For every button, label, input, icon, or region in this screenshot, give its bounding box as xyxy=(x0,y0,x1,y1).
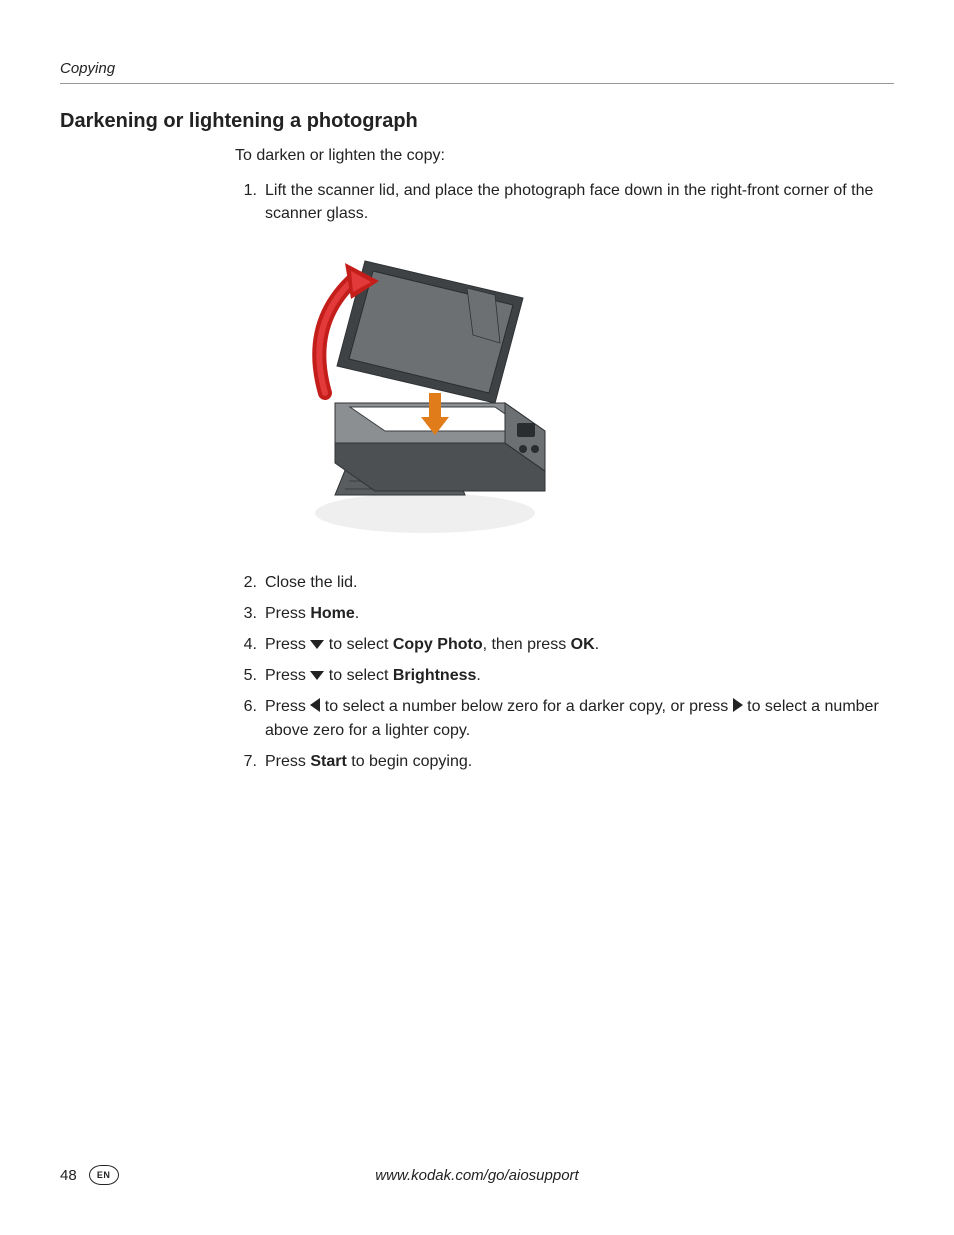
step-1-text: Lift the scanner lid, and place the phot… xyxy=(265,182,873,222)
printer-base xyxy=(335,443,545,491)
ok-label: OK xyxy=(571,636,595,653)
step-2-text: Close the lid. xyxy=(265,574,358,591)
step-list: Lift the scanner lid, and place the phot… xyxy=(235,179,894,773)
step-4-mid2: , then press xyxy=(483,636,571,653)
step-7-pre: Press xyxy=(265,753,310,770)
start-label: Start xyxy=(310,753,346,770)
copy-photo-label: Copy Photo xyxy=(393,636,483,653)
step-5-mid: to select xyxy=(329,667,393,684)
step-5: Press to select Brightness. xyxy=(235,664,894,687)
body-column: To darken or lighten the copy: Lift the … xyxy=(235,147,894,773)
down-arrow-icon xyxy=(310,638,324,650)
section-title: Darkening or lightening a photograph xyxy=(60,110,894,133)
step-5-post: . xyxy=(476,667,480,684)
left-arrow-icon xyxy=(310,698,320,712)
step-7-post: to begin copying. xyxy=(347,753,472,770)
step-1: Lift the scanner lid, and place the phot… xyxy=(235,179,894,551)
placement-arrow-stem xyxy=(429,393,441,417)
step-4-post: . xyxy=(595,636,599,653)
step-2: Close the lid. xyxy=(235,571,894,594)
step-6-pre: Press xyxy=(265,698,310,715)
printer-figure xyxy=(295,243,555,543)
lead-text: To darken or lighten the copy: xyxy=(235,147,894,165)
step-4-pre: Press xyxy=(265,636,310,653)
down-arrow-icon xyxy=(310,669,324,681)
step-3: Press Home. xyxy=(235,602,894,625)
running-header: Copying xyxy=(60,60,894,84)
step-7: Press Start to begin copying. xyxy=(235,750,894,773)
home-label: Home xyxy=(310,605,354,622)
support-url: www.kodak.com/go/aiosupport xyxy=(60,1167,894,1184)
step-3-post: . xyxy=(355,605,359,622)
brightness-label: Brightness xyxy=(393,667,477,684)
page: Copying Darkening or lightening a photog… xyxy=(0,0,954,1235)
step-5-pre: Press xyxy=(265,667,310,684)
step-6: Press to select a number below zero for … xyxy=(235,695,894,741)
step-3-pre: Press xyxy=(265,605,310,622)
step-4-mid: to select xyxy=(329,636,393,653)
step-4: Press to select Copy Photo, then press O… xyxy=(235,633,894,656)
step-6-mid: to select a number below zero for a dark… xyxy=(325,698,733,715)
page-footer: 48 EN www.kodak.com/go/aiosupport xyxy=(60,1165,894,1185)
right-arrow-icon xyxy=(733,698,743,712)
figure-wrap xyxy=(295,243,894,550)
